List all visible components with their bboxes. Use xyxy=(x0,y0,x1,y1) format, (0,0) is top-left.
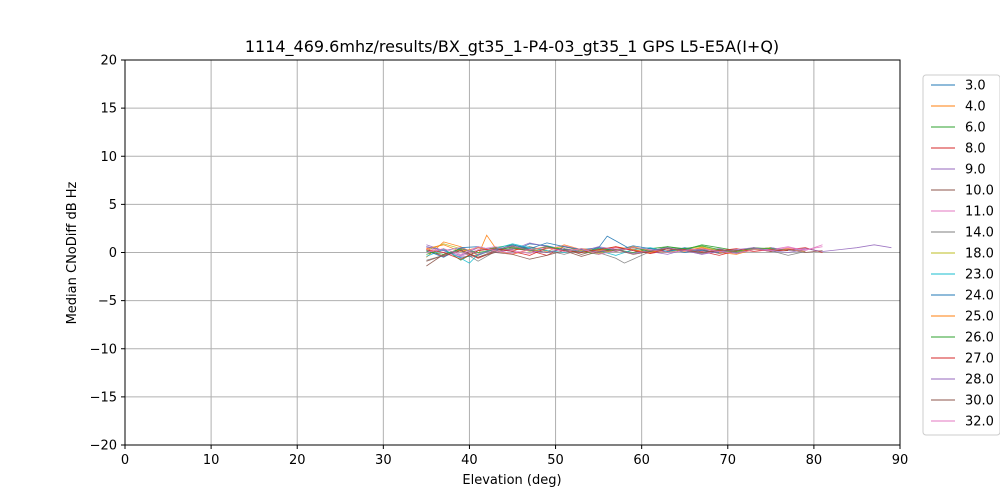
legend-label: 14.0 xyxy=(965,226,994,241)
legend-label: 18.0 xyxy=(965,247,994,262)
y-tick-label: −15 xyxy=(90,390,117,405)
legend-label: 25.0 xyxy=(965,310,994,325)
x-axis-label: Elevation (deg) xyxy=(462,473,561,488)
x-tick-label: 0 xyxy=(121,453,129,468)
series-line-32.0 xyxy=(426,246,823,255)
y-tick-label: 0 xyxy=(109,246,117,261)
legend: 3.0 4.0 6.0 8.0 9.0 10.0 11.0 14.0 18.0 23.0 24.0 2… xyxy=(922,74,1000,436)
y-axis-label: Median CNoDiff dB Hz xyxy=(65,181,80,324)
legend-label: 28.0 xyxy=(965,373,994,388)
y-tick-label: −20 xyxy=(90,439,117,454)
y-tick-label: −5 xyxy=(98,294,117,309)
x-tick-label: 50 xyxy=(547,453,564,468)
legend-label: 26.0 xyxy=(965,331,994,346)
legend-frame xyxy=(922,74,1000,436)
chart-title: 1114_469.6mhz/results/BX_gt35_1-P4-03_gt… xyxy=(245,37,779,57)
series-line-23.0 xyxy=(426,243,702,264)
y-tick-label: 15 xyxy=(100,102,117,117)
x-tick-label: 70 xyxy=(720,453,737,468)
legend-label: 6.0 xyxy=(965,121,986,136)
y-tick-label: −10 xyxy=(90,342,117,357)
series-line-24.0 xyxy=(426,242,720,258)
legend-label: 9.0 xyxy=(965,163,986,178)
x-tick-label: 60 xyxy=(633,453,650,468)
series-line-4.0 xyxy=(426,234,806,258)
legend-label: 10.0 xyxy=(965,184,994,199)
x-tick-label: 10 xyxy=(203,453,220,468)
legend-label: 8.0 xyxy=(965,142,986,157)
legend-label: 3.0 xyxy=(965,79,986,94)
grid xyxy=(124,59,901,446)
legend-label: 27.0 xyxy=(965,352,994,367)
legend-label: 23.0 xyxy=(965,268,994,283)
x-tick-label: 20 xyxy=(289,453,306,468)
x-tick-label: 40 xyxy=(461,453,478,468)
y-tick-label: 20 xyxy=(100,54,117,69)
y-tick-label: 5 xyxy=(109,198,117,213)
x-tick-label: 90 xyxy=(892,453,909,468)
x-tick-label: 80 xyxy=(806,453,823,468)
legend-label: 32.0 xyxy=(965,415,994,430)
y-tick-label: 10 xyxy=(100,150,117,165)
series-line-9.0 xyxy=(426,242,892,256)
legend-label: 24.0 xyxy=(965,289,994,304)
legend-label: 4.0 xyxy=(965,100,986,115)
series-layer xyxy=(426,234,892,267)
legend-label: 30.0 xyxy=(965,394,994,409)
x-tick-label: 30 xyxy=(375,453,392,468)
legend-label: 11.0 xyxy=(965,205,994,220)
